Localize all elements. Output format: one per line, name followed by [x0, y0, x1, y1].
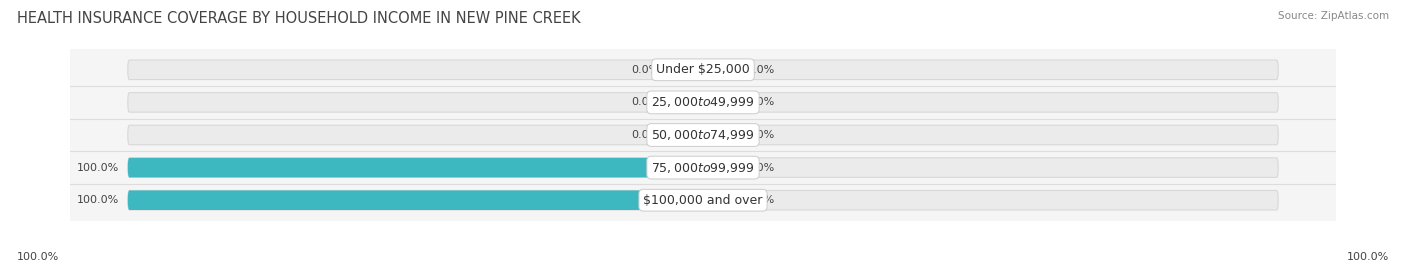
Text: 0.0%: 0.0%	[631, 130, 659, 140]
Text: 100.0%: 100.0%	[77, 163, 120, 173]
FancyBboxPatch shape	[703, 60, 738, 80]
FancyBboxPatch shape	[128, 158, 703, 177]
FancyBboxPatch shape	[128, 190, 1278, 210]
Text: 0.0%: 0.0%	[747, 163, 775, 173]
Text: 0.0%: 0.0%	[747, 130, 775, 140]
Text: Under $25,000: Under $25,000	[657, 63, 749, 76]
FancyBboxPatch shape	[703, 93, 738, 112]
Text: Source: ZipAtlas.com: Source: ZipAtlas.com	[1278, 11, 1389, 21]
Text: 0.0%: 0.0%	[747, 97, 775, 107]
FancyBboxPatch shape	[128, 158, 1278, 177]
Text: 0.0%: 0.0%	[631, 97, 659, 107]
FancyBboxPatch shape	[128, 60, 1278, 80]
Text: 100.0%: 100.0%	[1347, 252, 1389, 262]
Text: 0.0%: 0.0%	[631, 65, 659, 75]
Text: 0.0%: 0.0%	[747, 195, 775, 205]
FancyBboxPatch shape	[128, 190, 703, 210]
FancyBboxPatch shape	[668, 60, 703, 80]
Text: 0.0%: 0.0%	[747, 65, 775, 75]
FancyBboxPatch shape	[703, 190, 738, 210]
FancyBboxPatch shape	[128, 93, 1278, 112]
Text: $100,000 and over: $100,000 and over	[644, 194, 762, 207]
Text: 100.0%: 100.0%	[77, 195, 120, 205]
FancyBboxPatch shape	[703, 125, 738, 145]
Text: $25,000 to $49,999: $25,000 to $49,999	[651, 95, 755, 109]
FancyBboxPatch shape	[668, 125, 703, 145]
Text: HEALTH INSURANCE COVERAGE BY HOUSEHOLD INCOME IN NEW PINE CREEK: HEALTH INSURANCE COVERAGE BY HOUSEHOLD I…	[17, 11, 581, 26]
FancyBboxPatch shape	[128, 125, 1278, 145]
Text: 100.0%: 100.0%	[17, 252, 59, 262]
Text: $50,000 to $74,999: $50,000 to $74,999	[651, 128, 755, 142]
Text: $75,000 to $99,999: $75,000 to $99,999	[651, 161, 755, 175]
FancyBboxPatch shape	[703, 158, 738, 177]
FancyBboxPatch shape	[668, 93, 703, 112]
